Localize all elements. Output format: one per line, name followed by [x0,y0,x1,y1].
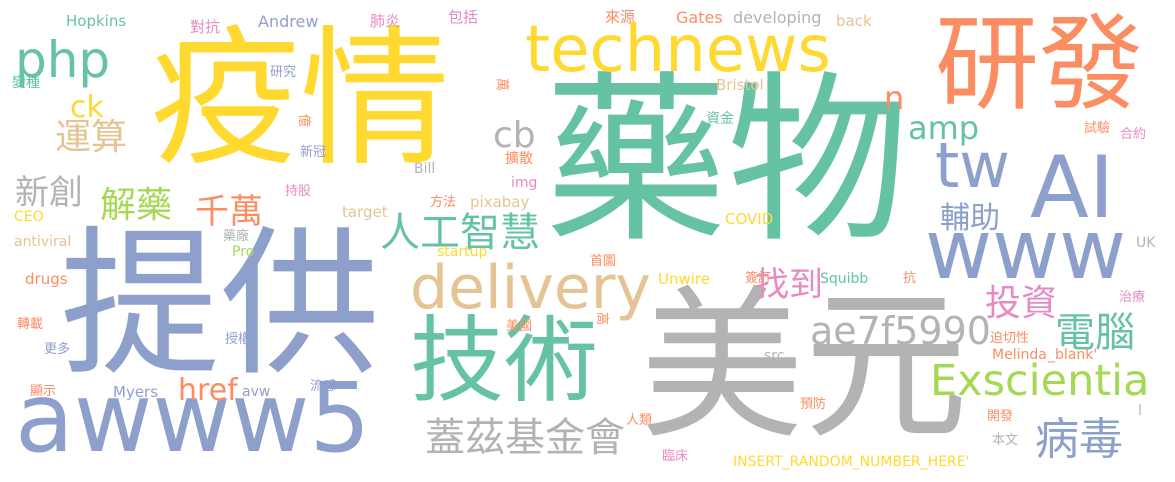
word-kang: 抗 [903,271,917,286]
word-yaochang: 藥廠 [223,229,250,244]
word-shoutu: 首圖 [590,254,617,269]
word-kuosan: 擴散 [505,151,533,167]
word-kaifa: 開發 [987,409,1014,424]
word-cb: cb [493,115,536,156]
word-heyue: 合約 [1120,127,1147,142]
word-ceo: CEO [14,209,44,225]
word-liugan: 流感 [310,379,337,394]
word-linchuang: 臨床 [662,449,689,464]
word-delivery: delivery [410,253,651,323]
word-developing: developing [733,8,822,27]
word-laiyuan: 來源 [605,8,636,26]
word-xianshi: 顯示 [30,384,57,399]
word-antiviral: antiviral [14,234,72,250]
word-src: src [764,348,785,364]
word-img: img [511,175,538,191]
word-feiyan: 肺炎 [370,12,401,30]
word-fuzhu: 輔助 [940,201,1000,236]
word-ck: ck [70,90,104,125]
word-shiyan: 試驗 [1084,121,1111,136]
word-tw: tw [935,129,1011,202]
word-benwen: 本文 [992,433,1019,448]
word-amp: amp [908,109,980,147]
word-fangfa: 方法 [430,195,457,210]
word-n: n [884,79,905,117]
word-myers: Myers [113,383,159,401]
word-diannao: 電腦 [1055,310,1135,356]
word-ae7f5990: ae7f5990 [810,309,991,353]
word-gao: 高 [594,312,609,326]
word-gaizi: 蓋茲基金會 [425,415,625,461]
word-shouquan: 授權 [225,332,252,347]
word-gates: Gates [676,8,723,27]
word-l: l [1138,403,1142,419]
word-yunsuan: 運算 [55,117,128,158]
word-covid: COVID [725,210,774,228]
word-bianzhong: 變種 [12,75,40,91]
word-meiguo: 美國 [506,319,533,334]
word-yanjiu: 研究 [270,65,297,80]
word-avw: avw [242,384,271,400]
word-meiyuan: 美元 [640,271,969,462]
word-zijin: 資金 [706,111,734,127]
word-insert: INSERT_RANDOM_NUMBER_HERE' [733,454,970,470]
word-bingdu: 病毒 [1035,414,1123,465]
word-rengong: 人工智慧 [380,210,540,256]
word-blank: _blank' [1048,347,1098,363]
word-bill: Bill [414,161,436,177]
word-andrew: Andrew [258,12,319,31]
word-zhaodao: 找到 [755,265,823,305]
word-zhiliao: 治療 [1119,290,1146,305]
word-poqiexing: 迫切性 [990,331,1030,346]
word-www: www [925,203,1127,298]
word-php: php [15,31,111,89]
word-chigu: 持股 [285,184,312,199]
word-hopkins: Hopkins [66,12,127,30]
word-awww5: awww5 [15,362,371,474]
word-exscientia: Exscientia [930,356,1150,406]
word-tigong: 提供 [60,211,381,398]
word-qianwan: 千萬 [195,192,263,232]
word-melinda: Melinda [992,347,1047,363]
word-target: target [342,203,388,221]
word-renlei: 人類 [626,413,653,428]
word-drugs: drugs [25,270,68,288]
word-yiqing: 疫情 [150,13,451,187]
word-uk: UK [1136,235,1156,251]
word-baokuo: 包括 [448,8,479,26]
word-zhuanzai: 轉載 [17,317,44,332]
word-wan: 萬 [494,78,509,92]
word-yi: 億 [296,114,311,128]
word-duikang: 對抗 [190,18,221,36]
word-xinguan: 新冠 [300,145,327,160]
word-ai: AI [1030,138,1115,238]
word-qianding: 簽訂 [745,271,772,286]
word-back: back [836,12,872,30]
word-squibb: Squibb [820,271,869,287]
word-jishu: 技術 [410,307,599,416]
word-href: href [178,373,238,408]
word-pixabay: pixabay [470,193,530,211]
word-bristol: Bristol [716,76,764,94]
word-yaowu: 藥物 [545,55,909,267]
word-xinchuang: 新創 [15,173,83,213]
word-gengduo: 更多 [44,342,71,357]
word-jieyao: 解藥 [100,185,173,226]
word-unwire: Unwire [658,270,710,288]
word-pro: Pro [232,244,255,260]
word-technews: technews [525,13,831,87]
word-yufang: 預防 [800,397,827,412]
word-touzi: 投資 [985,283,1058,324]
word-startup: startup [437,244,488,260]
word-yanfa: 研發 [935,3,1144,125]
